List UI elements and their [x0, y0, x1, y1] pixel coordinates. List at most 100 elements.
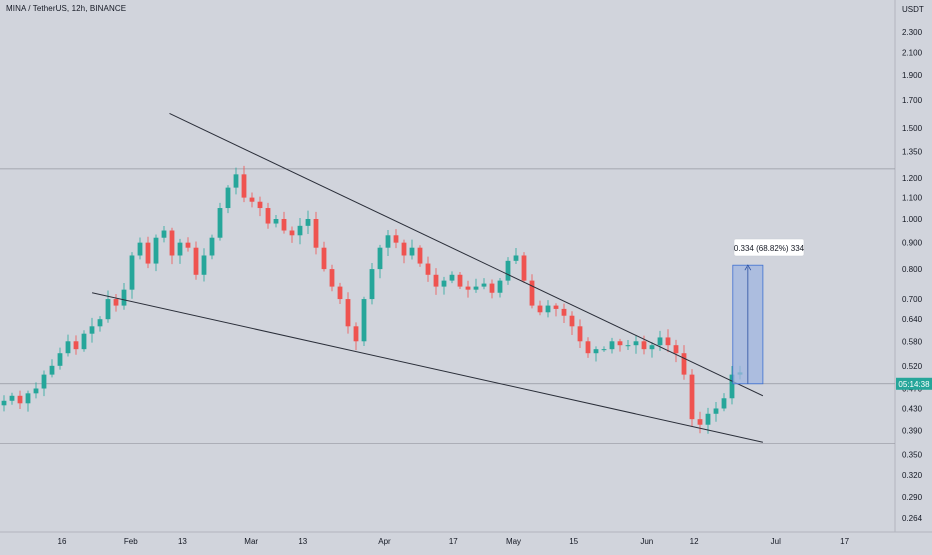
candle-body	[729, 374, 735, 399]
price-tick-label: 0.580	[902, 337, 923, 346]
price-tick-label: 0.520	[902, 362, 923, 371]
candle-body	[241, 174, 247, 198]
price-tick-label: 0.290	[902, 493, 923, 502]
candle-body	[97, 319, 103, 327]
candle-body	[385, 235, 391, 248]
time-tick-label: Jun	[640, 537, 653, 546]
candle-body	[169, 230, 175, 256]
candle-body	[577, 326, 583, 342]
candle-body	[473, 286, 479, 290]
candle-body	[545, 305, 551, 313]
candle-body	[209, 237, 215, 256]
candle-body	[593, 349, 599, 354]
candle-body	[529, 280, 535, 306]
price-tick-label: 0.430	[902, 404, 923, 413]
candle-body	[305, 218, 311, 226]
candle-body	[313, 218, 319, 248]
candle-body	[113, 299, 119, 306]
candle-body	[41, 374, 47, 389]
currency-label: USDT	[902, 5, 924, 14]
candle-body	[81, 333, 87, 350]
candle-body	[537, 305, 543, 313]
time-tick-label: Jul	[771, 537, 781, 546]
price-tick-label: 0.390	[902, 426, 923, 435]
time-tick-label: May	[506, 537, 521, 546]
candle-body	[9, 395, 15, 401]
candle-body	[609, 341, 615, 350]
time-tick-label: Feb	[124, 537, 138, 546]
candle-body	[561, 308, 567, 316]
candle-body	[401, 242, 407, 256]
price-tick-label: 0.800	[902, 265, 923, 274]
price-tick-label: 0.900	[902, 239, 923, 248]
candle-body	[49, 365, 55, 375]
price-tick-label: 1.900	[902, 71, 923, 80]
time-tick-label: 15	[569, 537, 578, 546]
candle-body	[145, 242, 151, 264]
candle-body	[193, 247, 199, 275]
candle-body	[665, 337, 671, 346]
candle-body	[273, 218, 279, 224]
price-tick-label: 0.640	[902, 315, 923, 324]
price-tick-label: 2.300	[902, 28, 923, 37]
candle-body	[121, 289, 127, 306]
candle-body	[641, 341, 647, 350]
candle-body	[257, 201, 263, 209]
candle-body	[377, 247, 383, 270]
candle-body	[553, 305, 559, 309]
candle-body	[105, 299, 111, 320]
candle-body	[353, 326, 359, 342]
candle-body	[713, 408, 719, 414]
candle-body	[17, 395, 23, 404]
candle-body	[361, 299, 367, 342]
candle-body	[297, 225, 303, 236]
candle-body	[281, 218, 287, 231]
candle-body	[153, 237, 159, 264]
time-tick-label: 17	[840, 537, 849, 546]
candle-body	[569, 315, 575, 327]
candle-body	[265, 208, 271, 224]
candle-body	[201, 255, 207, 275]
candle-body	[505, 260, 511, 281]
candle-body	[601, 349, 607, 351]
price-tick-label: 2.100	[902, 48, 923, 57]
candle-body	[337, 286, 343, 300]
candle-body	[489, 283, 495, 293]
last-price-tag-label: 05:14:38	[898, 380, 930, 389]
price-tick-label: 1.200	[902, 174, 923, 183]
price-tick-label: 1.350	[902, 148, 923, 157]
candle-body	[441, 280, 447, 287]
candle-body	[321, 247, 327, 270]
candle-body	[689, 374, 695, 420]
time-tick-label: 13	[178, 537, 187, 546]
time-tick-label: Mar	[244, 537, 258, 546]
candle-body	[249, 197, 255, 202]
time-tick-label: 12	[690, 537, 699, 546]
candle-body	[73, 341, 79, 350]
candle-body	[697, 419, 703, 425]
candle-body	[1, 400, 7, 406]
price-tick-label: 0.320	[902, 471, 923, 480]
candle-body	[129, 255, 135, 290]
candle-body	[57, 353, 63, 366]
price-tick-label: 1.500	[902, 124, 923, 133]
candle-body	[457, 274, 463, 287]
candle-body	[185, 242, 191, 248]
candle-body	[585, 341, 591, 354]
candle-body	[521, 255, 527, 281]
candle-body	[513, 255, 519, 261]
candle-body	[369, 269, 375, 300]
measure-label-box	[733, 238, 805, 257]
symbol-title: MINA / TetherUS, 12h, BINANCE	[6, 4, 127, 13]
candle-body	[89, 326, 95, 334]
candle-body	[681, 353, 687, 375]
candle-body	[449, 274, 455, 281]
candle-body	[233, 174, 239, 188]
candle-body	[225, 187, 231, 209]
trendline	[169, 113, 764, 397]
last-price-tag	[896, 377, 932, 390]
candle-body	[137, 242, 143, 256]
candle-body	[33, 388, 39, 394]
